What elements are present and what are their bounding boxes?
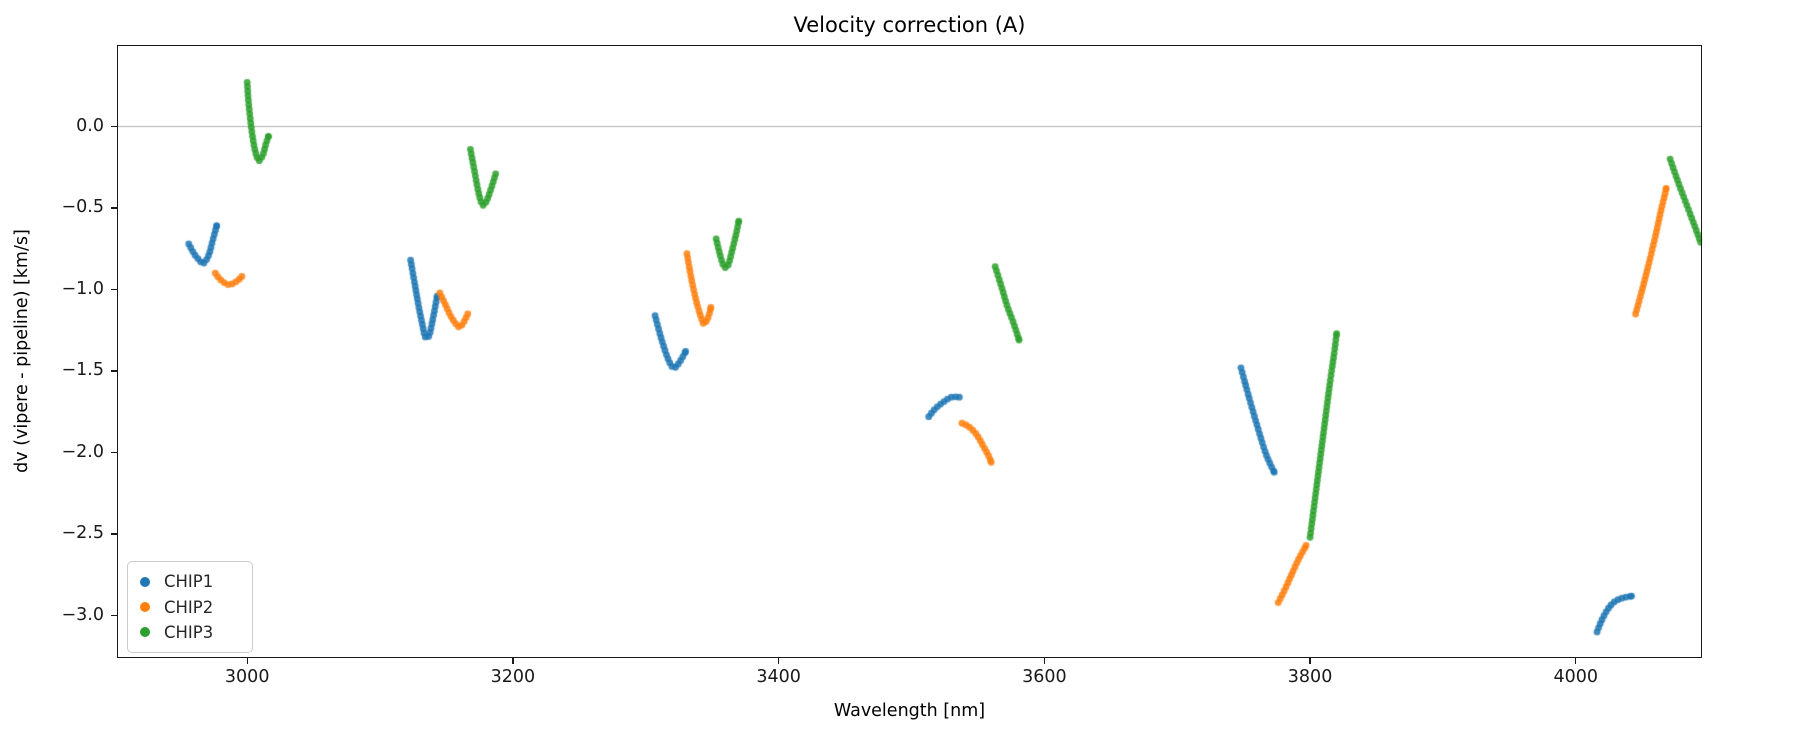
legend-label: CHIP1 [164, 572, 214, 592]
y-tick-label: −3.0 [61, 604, 105, 625]
x-tick-mark [246, 658, 248, 664]
x-axis-label: Wavelength [nm] [833, 701, 986, 721]
y-tick-mark [111, 370, 117, 372]
x-tick-mark [1043, 658, 1045, 664]
y-tick-label: −1.5 [61, 360, 105, 381]
x-tick-mark [1309, 658, 1311, 664]
x-tick-label: 3400 [756, 667, 801, 687]
chip2-marker-icon [140, 602, 150, 612]
y-tick-label: −2.0 [61, 441, 105, 462]
legend-item-chip2: CHIP2 [128, 598, 252, 617]
y-tick-label: −0.5 [61, 197, 105, 218]
x-tick-label: 3200 [490, 667, 536, 687]
legend-item-chip1: CHIP1 [128, 572, 252, 591]
x-tick-label: 3000 [224, 667, 270, 687]
x-tick-mark [512, 658, 514, 664]
y-tick-mark [111, 288, 117, 291]
y-tick-label: 0.0 [76, 115, 104, 136]
legend: CHIP1 CHIP2 CHIP3 [127, 561, 253, 653]
legend-label: CHIP2 [164, 597, 214, 617]
y-tick-mark [111, 451, 117, 454]
chip1-marker-icon [140, 576, 150, 587]
x-tick-label: 3800 [1287, 667, 1333, 687]
plot-title: Velocity correction (A) [793, 13, 1026, 37]
y-tick-mark [111, 207, 117, 209]
x-tick-mark [778, 658, 780, 664]
x-tick-label: 4000 [1553, 667, 1599, 687]
chip3-marker-icon [140, 627, 150, 638]
legend-label: CHIP3 [164, 622, 214, 642]
y-tick-mark [111, 533, 117, 535]
y-tick-mark [111, 125, 117, 128]
y-tick-mark [111, 615, 117, 617]
x-tick-mark [1575, 658, 1577, 664]
y-tick-label: −1.0 [61, 278, 105, 299]
y-axis-label: dv (vipere - pipeline) [km/s] [12, 229, 32, 473]
plot-area [117, 45, 1702, 658]
x-tick-label: 3600 [1022, 667, 1067, 687]
y-tick-label: −2.5 [61, 523, 105, 544]
legend-item-chip3: CHIP3 [128, 623, 252, 642]
